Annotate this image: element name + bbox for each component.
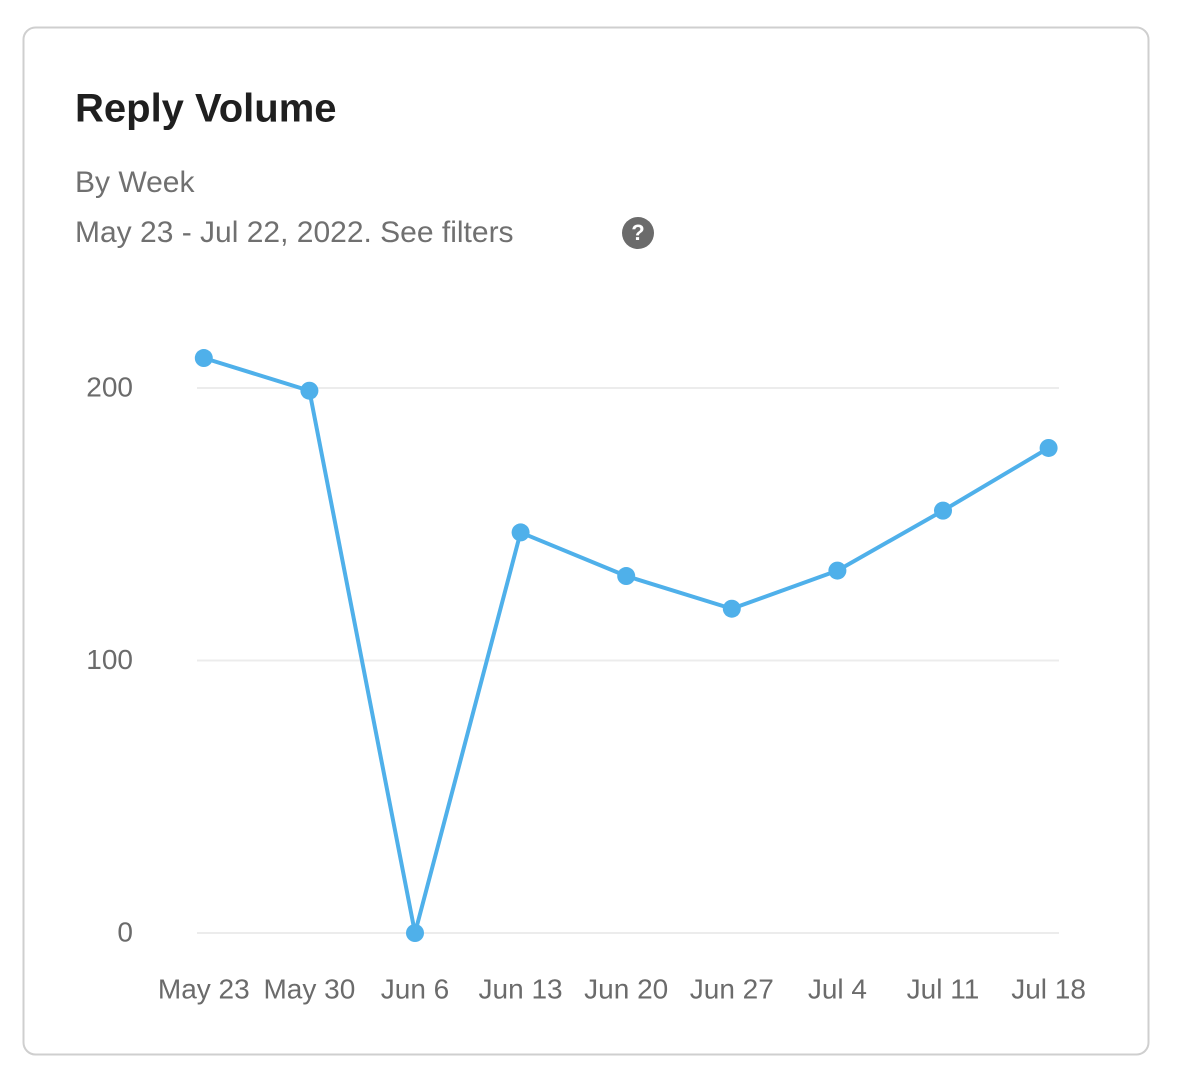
x-tick-label: Jun 6 xyxy=(381,973,450,1004)
point xyxy=(406,924,424,942)
date-range: May 23 - Jul 22, 2022. See filters xyxy=(75,216,514,249)
y-tick-label: 200 xyxy=(86,371,133,402)
y-tick-label: 0 xyxy=(117,916,133,947)
y-tick-label: 100 xyxy=(86,644,133,675)
point xyxy=(511,523,530,542)
x-tick-label: Jun 27 xyxy=(690,973,774,1004)
point xyxy=(934,501,952,520)
x-tick-label: Jun 13 xyxy=(479,973,563,1004)
help-icon-glyph: ? xyxy=(631,220,644,245)
x-tick-label: Jul 4 xyxy=(808,973,867,1004)
x-tick-label: May 30 xyxy=(263,973,355,1004)
point xyxy=(194,349,213,368)
x-tick-label: May 23 xyxy=(158,973,250,1004)
chart-title: Reply Volume xyxy=(75,87,337,131)
point xyxy=(828,561,847,580)
x-tick-label: Jun 20 xyxy=(584,973,668,1004)
card xyxy=(22,26,1150,1056)
x-tick-label: Jul 11 xyxy=(907,973,980,1004)
point xyxy=(617,567,636,586)
point xyxy=(1039,438,1058,457)
point xyxy=(722,599,741,618)
x-tick-label: Jul 18 xyxy=(1011,973,1086,1004)
help-icon[interactable] xyxy=(622,217,654,249)
chart-subtitle: By Week xyxy=(75,166,195,199)
point xyxy=(300,381,319,400)
